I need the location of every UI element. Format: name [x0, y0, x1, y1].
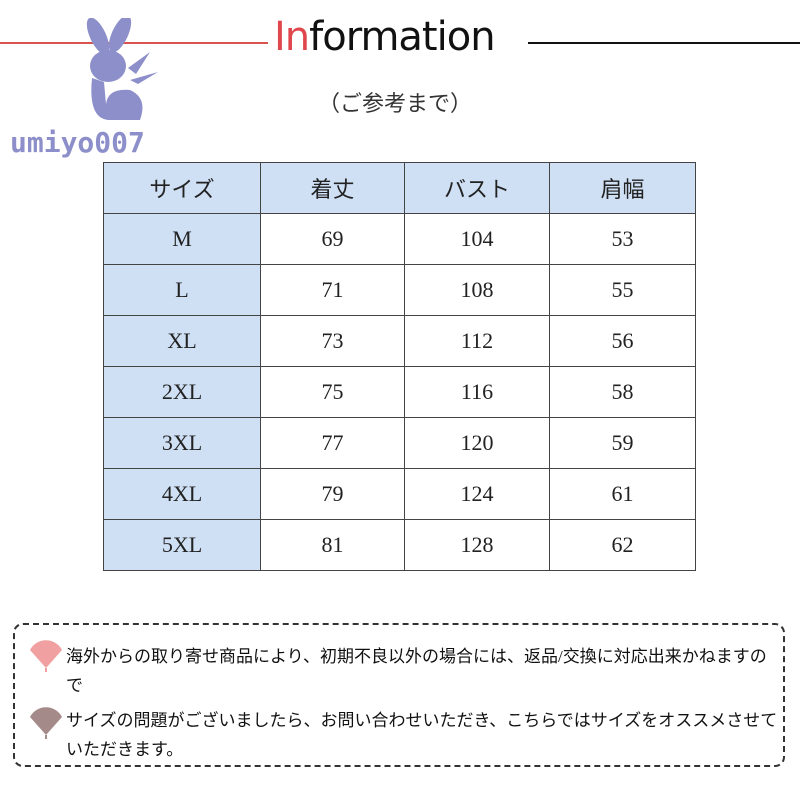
fan-icon [28, 705, 64, 744]
column-header: サイズ [103, 162, 261, 214]
size-cell: XL [103, 315, 261, 367]
table-cell: 69 [260, 213, 405, 265]
table-row: 5XL 81 128 62 [103, 519, 696, 571]
table-row: M 69 104 53 [103, 213, 696, 265]
size-cell: 4XL [103, 468, 261, 520]
table-row: L 71 108 55 [103, 264, 696, 316]
title-rest: formation [309, 14, 495, 60]
size-cell: M [103, 213, 261, 265]
table-cell: 81 [260, 519, 405, 571]
table-row: 3XL 77 120 59 [103, 417, 696, 469]
size-cell: 3XL [103, 417, 261, 469]
table-cell: 61 [549, 468, 696, 520]
title-highlight: In [274, 14, 310, 60]
table-cell: 58 [549, 366, 696, 418]
table-cell: 104 [404, 213, 550, 265]
table-row: XL 73 112 56 [103, 315, 696, 367]
table-cell: 56 [549, 315, 696, 367]
table-cell: 53 [549, 213, 696, 265]
title-rule-left [0, 42, 268, 44]
size-cell: 2XL [103, 366, 261, 418]
table-cell: 75 [260, 366, 405, 418]
table-cell: 128 [404, 519, 550, 571]
table-cell: 59 [549, 417, 696, 469]
notice-text-returns: 海外からの取り寄せ商品により、初期不良以外の場合には、返品/交換に対応出来かねま… [66, 647, 767, 695]
column-header: 着丈 [260, 162, 405, 214]
table-header-row: サイズ 着丈 バスト 肩幅 [103, 162, 696, 214]
notice-text-size: サイズの問題がございましたら、お問い合わせいただき、こちらではサイズをオススメさ… [66, 711, 778, 759]
title-rule-right [528, 42, 800, 44]
notice-box [13, 623, 785, 767]
size-table: サイズ 着丈 バスト 肩幅 M 69 104 53 L 71 108 55 XL 73 112 5… [103, 162, 696, 571]
table-cell: 55 [549, 264, 696, 316]
table-cell: 71 [260, 264, 405, 316]
table-cell: 73 [260, 315, 405, 367]
size-cell: L [103, 264, 261, 316]
table-row: 4XL 79 124 61 [103, 468, 696, 520]
page-title: Information [274, 14, 496, 60]
table-cell: 124 [404, 468, 550, 520]
table-cell: 79 [260, 468, 405, 520]
table-row: 2XL 75 116 58 [103, 366, 696, 418]
rabbit-logo-icon [78, 15, 168, 133]
fan-icon [28, 638, 64, 677]
column-header: 肩幅 [549, 162, 696, 214]
table-cell: 62 [549, 519, 696, 571]
logo-text: umiyo007 [10, 126, 145, 159]
table-cell: 120 [404, 417, 550, 469]
page-subtitle: （ご参考まで） [318, 91, 473, 116]
table-cell: 108 [404, 264, 550, 316]
size-cell: 5XL [103, 519, 261, 571]
table-cell: 116 [404, 366, 550, 418]
table-cell: 77 [260, 417, 405, 469]
column-header: バスト [404, 162, 550, 214]
table-cell: 112 [404, 315, 550, 367]
